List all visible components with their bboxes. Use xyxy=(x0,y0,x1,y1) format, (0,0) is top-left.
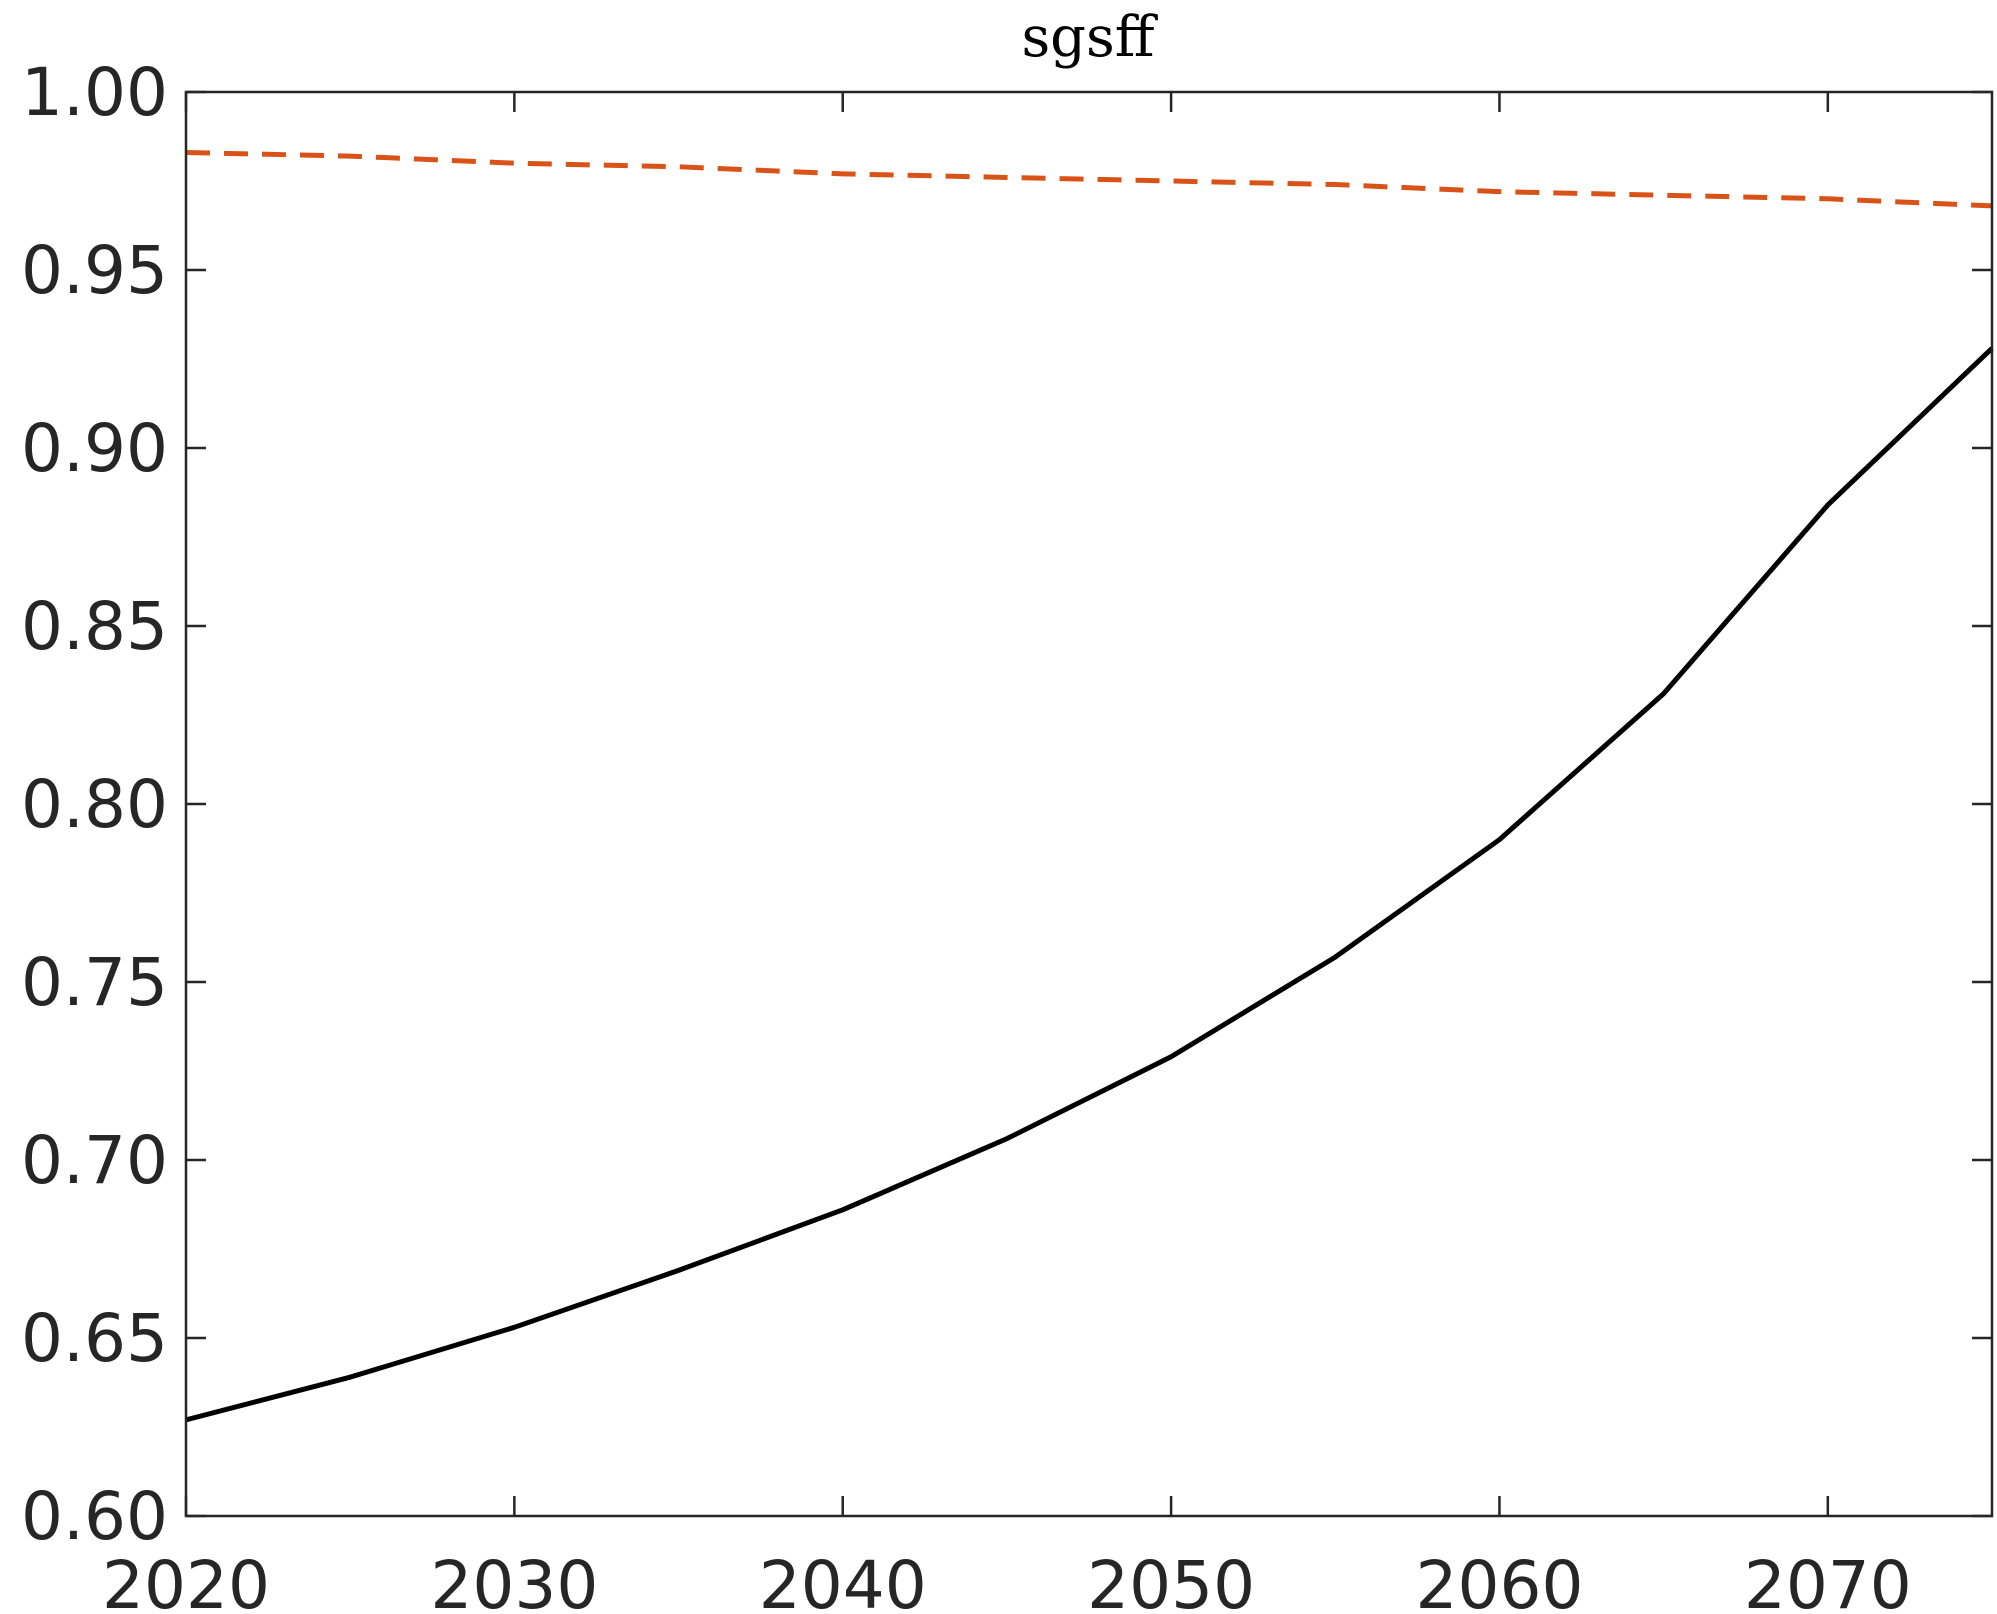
x-tick-label: 2040 xyxy=(759,1547,927,1614)
y-tick-label: 0.85 xyxy=(21,588,168,665)
y-tick-label: 0.70 xyxy=(21,1122,168,1199)
y-tick-label: 0.65 xyxy=(21,1300,168,1377)
x-tick-label: 2050 xyxy=(1087,1547,1255,1614)
y-tick-label: 1.00 xyxy=(21,54,168,131)
series-line-1 xyxy=(185,346,1994,1423)
y-tick-label: 0.90 xyxy=(21,410,168,487)
series-layer xyxy=(185,150,1994,1423)
y-tick-label: 0.95 xyxy=(21,232,168,309)
x-tick-label: 2030 xyxy=(430,1547,598,1614)
x-tick-label: 2060 xyxy=(1415,1547,1583,1614)
y-tick-label: 0.80 xyxy=(21,766,168,843)
plot-area-border xyxy=(184,90,1994,1518)
y-tick-label: 0.60 xyxy=(21,1478,168,1555)
y-tick-label: 0.75 xyxy=(21,944,168,1021)
axes-layer: 0.60 0.65 0.70 0.75 0.80 0.85 0.90 0.95 1.00 2020… xyxy=(21,54,1994,1614)
chart-title: sgsff xyxy=(1021,5,1158,70)
x-tick-label: 2020 xyxy=(102,1547,270,1614)
x-tick-label: 2070 xyxy=(1744,1547,1912,1614)
series-line-2 xyxy=(185,150,1993,209)
